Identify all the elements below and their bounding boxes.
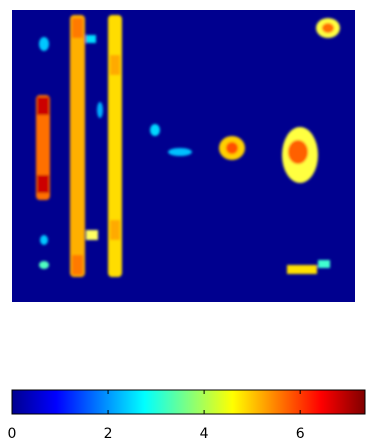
x-tick-label: 6 xyxy=(296,426,305,442)
heatmap-image xyxy=(12,10,355,302)
figure: 0 2 4 6 xyxy=(0,0,366,445)
x-tick-label: 0 xyxy=(8,426,17,442)
colorbar xyxy=(12,390,365,414)
x-tick-label: 4 xyxy=(200,426,209,442)
x-tick-label: 2 xyxy=(104,426,113,442)
